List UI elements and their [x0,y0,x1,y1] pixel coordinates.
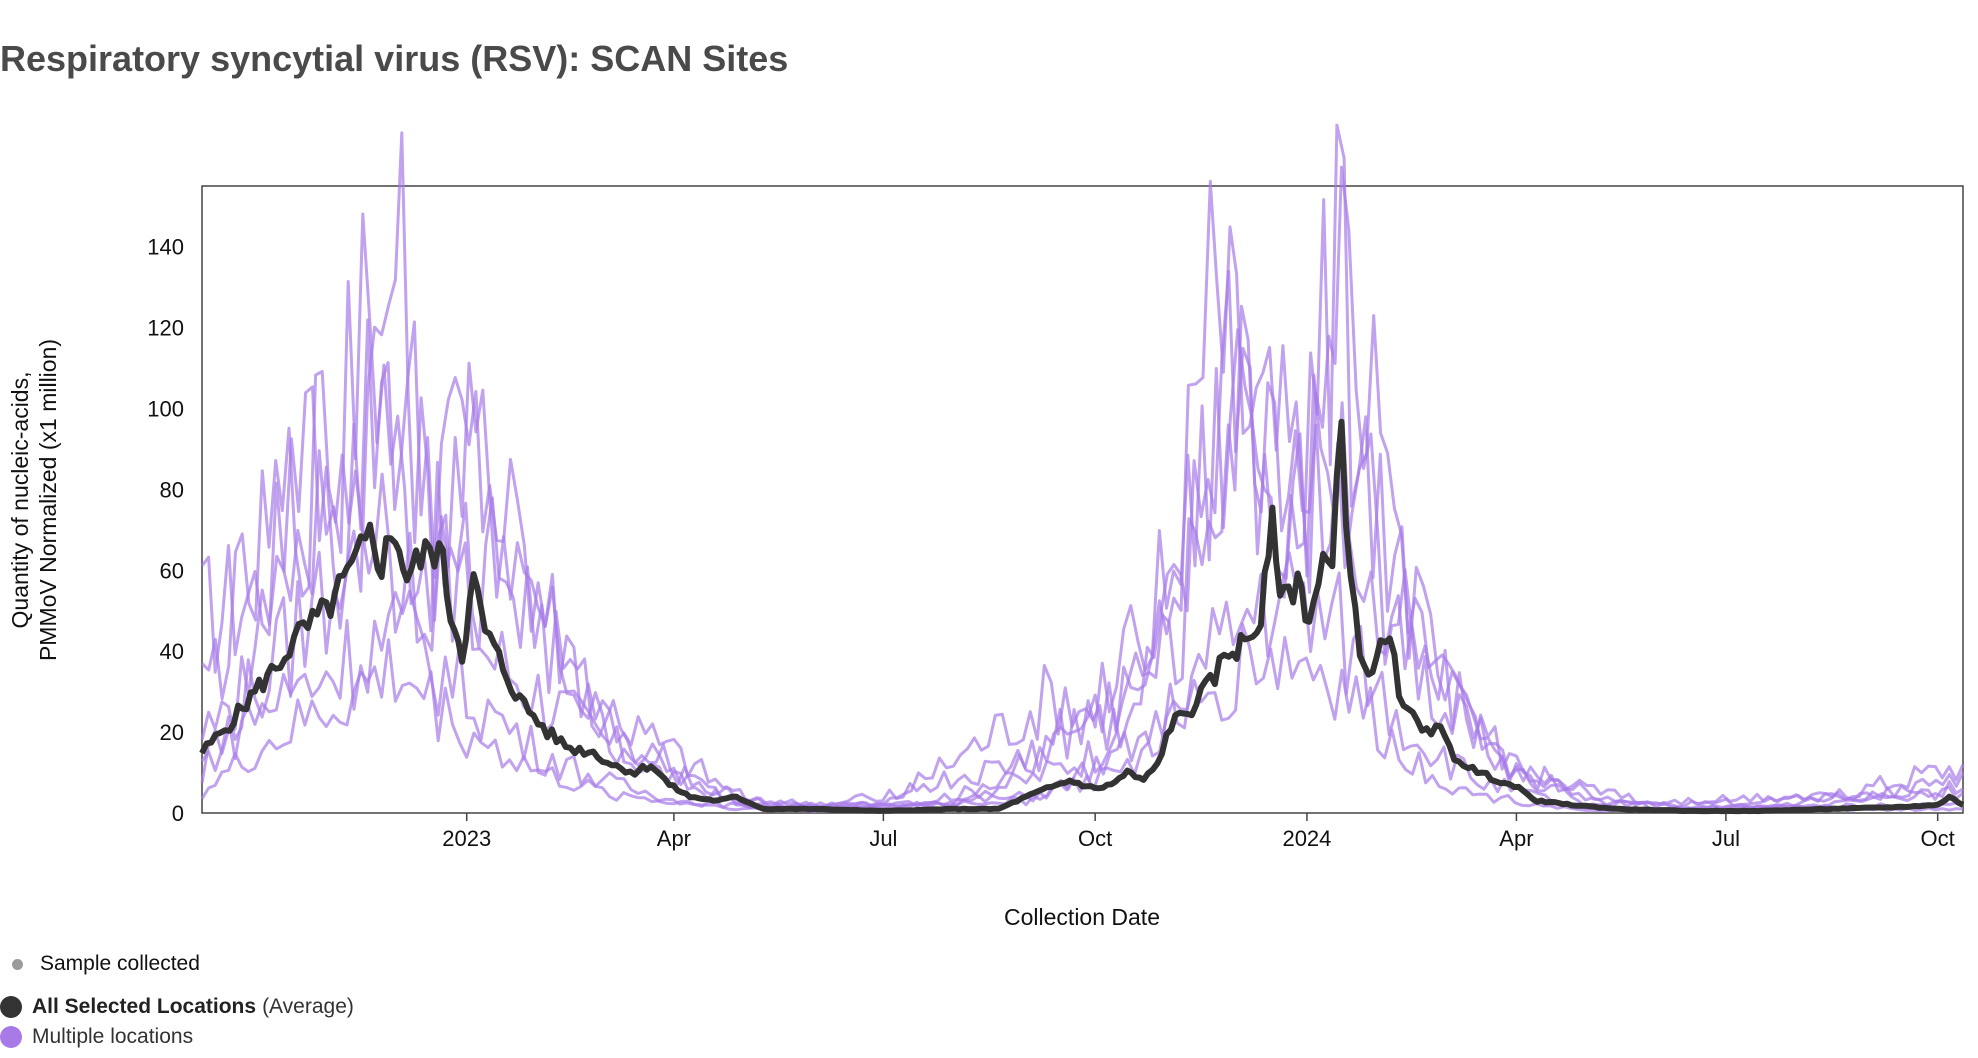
x-tick-label: Oct [1078,826,1112,851]
y-tick-label: 100 [147,396,184,421]
y-tick-label: 140 [147,235,184,260]
location-series-line [200,123,1964,810]
series-layer [199,123,1965,815]
x-tick-label: 2023 [442,826,491,851]
plot-frame [201,185,1964,814]
x-axis-ticks: 2023 Apr Jul Oct 2024 Apr Jul Oct [442,813,1955,851]
x-tick-label: Oct [1921,826,1955,851]
x-tick-label: Apr [1499,826,1533,851]
y-axis-ticks: 0 20 40 60 80 100 120 140 [147,235,184,826]
legend-sample-label: Sample collected [40,952,200,975]
y-tick-label: 20 [160,720,184,745]
x-tick-label: Jul [869,826,897,851]
location-series-line [200,304,1964,810]
x-tick-label: 2024 [1282,826,1331,851]
y-tick-label: 80 [160,477,184,502]
y-tick-label: 40 [160,639,184,664]
page-title: Respiratory syncytial virus (RSV): SCAN … [0,38,789,79]
legend-average-label: All Selected Locations [32,995,257,1018]
location-dot-icon [0,1026,22,1048]
legend-all-selected-locations[interactable]: All Selected Locations (Average) [0,995,354,1019]
legend-multiple-locations[interactable]: Multiple locations [0,1025,193,1049]
legend-multiple-label: Multiple locations [32,1025,194,1048]
legend-average-suffix: (Average) [262,995,354,1018]
average-dot-icon [0,996,22,1018]
x-tick-label: Jul [1712,826,1740,851]
y-axis-label-line-2: PMMoV Normalized (x1 million) [35,339,61,661]
x-tick-label: Apr [657,826,691,851]
y-axis-label-line-1: Quantity of nucleic-acids, [7,372,33,629]
y-tick-label: 0 [172,801,184,826]
sample-dot-icon [12,958,23,970]
legend-sample-collected[interactable]: Sample collected [12,952,200,976]
y-axis-label: Quantity of nucleic-acids, PMMoV Normali… [7,339,61,661]
y-tick-label: 120 [147,316,184,341]
average-series-line [199,418,1965,815]
x-axis-label: Collection Date [1004,904,1160,930]
y-tick-label: 60 [160,558,184,583]
